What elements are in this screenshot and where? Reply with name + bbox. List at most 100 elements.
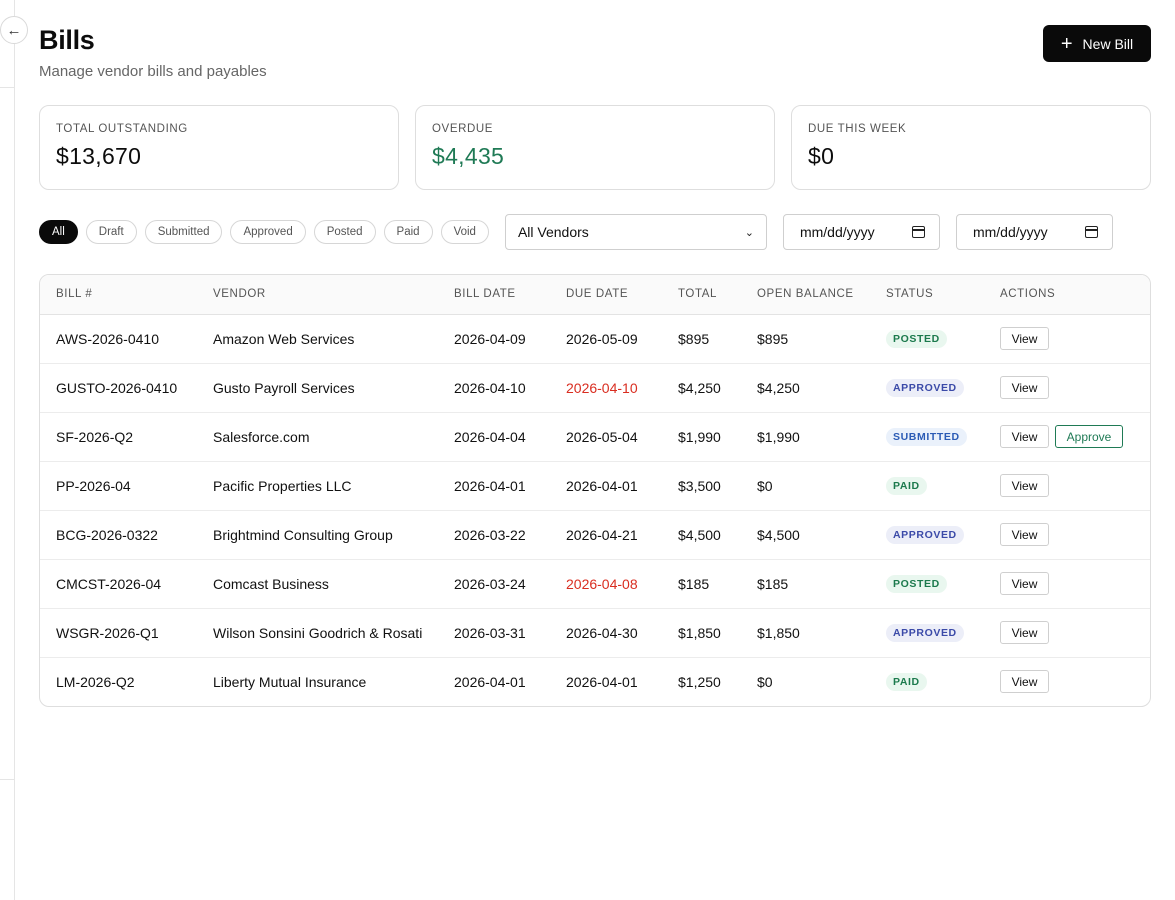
filter-chip-paid[interactable]: Paid (383, 220, 433, 244)
stat-label: DUE THIS WEEK (808, 123, 907, 135)
due-date: 2026-04-01 (566, 477, 638, 494)
view-button[interactable]: View (1000, 425, 1049, 448)
bill-date: 2026-04-01 (454, 673, 526, 690)
column-header-open-balance[interactable]: OPEN BALANCE (757, 288, 854, 301)
column-header-actions: ACTIONS (1000, 288, 1056, 301)
column-header-due-date[interactable]: DUE DATE (566, 288, 629, 301)
filter-chip-posted[interactable]: Posted (313, 220, 376, 244)
open-balance: $185 (757, 575, 789, 592)
table-row[interactable]: WSGR-2026-Q1 Wilson Sonsini Goodrich & R… (40, 608, 1150, 657)
open-balance: $895 (757, 330, 789, 347)
bill-number: CMCST-2026-04 (56, 575, 162, 592)
vendor-name: Brightmind Consulting Group (213, 526, 393, 543)
bill-date: 2026-03-22 (454, 526, 526, 543)
bill-total: $1,850 (678, 624, 721, 641)
vendor-name: Liberty Mutual Insurance (213, 673, 367, 690)
date-from-input[interactable]: mm/dd/yyyy (782, 214, 940, 250)
calendar-icon[interactable] (911, 226, 925, 238)
bill-total: $3,500 (678, 477, 721, 494)
table-row[interactable]: LM-2026-Q2 Liberty Mutual Insurance 2026… (40, 657, 1150, 706)
filter-chip-void[interactable]: Void (440, 220, 489, 244)
arrow-left-icon: ← (6, 21, 22, 39)
vendor-name: Amazon Web Services (213, 330, 355, 347)
bill-date: 2026-04-09 (454, 330, 526, 347)
filter-chip-all[interactable]: All (39, 220, 78, 244)
table-row[interactable]: CMCST-2026-04 Comcast Business 2026-03-2… (40, 559, 1150, 608)
status-badge: SUBMITTED (886, 428, 967, 446)
table-row[interactable]: GUSTO-2026-0410 Gusto Payroll Services 2… (40, 363, 1150, 412)
open-balance: $1,850 (757, 624, 800, 641)
bill-total: $4,250 (678, 379, 721, 396)
vendor-name: Comcast Business (213, 575, 329, 592)
open-balance: $4,500 (757, 526, 800, 543)
table-header-row: BILL # VENDOR BILL DATE DUE DATE TOTAL O… (40, 275, 1150, 314)
date-to-input[interactable]: mm/dd/yyyy (955, 214, 1113, 250)
bill-date: 2026-04-01 (454, 477, 526, 494)
bill-number: LM-2026-Q2 (56, 673, 135, 690)
stat-card-due-this-week: DUE THIS WEEK $0 (791, 105, 1151, 190)
column-header-status[interactable]: STATUS (886, 288, 934, 301)
page-title: Bills (39, 25, 95, 55)
status-badge: PAID (886, 477, 927, 495)
stat-card-overdue: OVERDUE $4,435 (415, 105, 775, 190)
bill-total: $185 (678, 575, 710, 592)
status-badge: APPROVED (886, 624, 964, 642)
open-balance: $0 (757, 477, 773, 494)
collapse-sidebar-button[interactable]: ← (0, 16, 28, 44)
vendor-select-value: All Vendors (517, 224, 589, 240)
date-to-placeholder: mm/dd/yyyy (972, 224, 1048, 240)
vendor-name: Pacific Properties LLC (213, 477, 352, 494)
filter-chip-submitted[interactable]: Submitted (144, 220, 223, 244)
view-button[interactable]: View (1000, 621, 1049, 644)
table-row[interactable]: SF-2026-Q2 Salesforce.com 2026-04-04 202… (40, 412, 1150, 461)
column-header-bill-date[interactable]: BILL DATE (454, 288, 516, 301)
bill-date: 2026-04-04 (454, 428, 526, 445)
vendor-name: Wilson Sonsini Goodrich & Rosati (213, 624, 423, 641)
table-row[interactable]: AWS-2026-0410 Amazon Web Services 2026-0… (40, 314, 1150, 363)
view-button[interactable]: View (1000, 572, 1049, 595)
column-header-total[interactable]: TOTAL (678, 288, 717, 301)
bill-number: BCG-2026-0322 (56, 526, 158, 543)
approve-button[interactable]: Approve (1055, 425, 1123, 448)
calendar-icon[interactable] (1084, 226, 1098, 238)
status-badge: APPROVED (886, 379, 964, 397)
bill-number: WSGR-2026-Q1 (56, 624, 159, 641)
view-button[interactable]: View (1000, 327, 1049, 350)
bill-date: 2026-04-10 (454, 379, 526, 396)
status-badge: APPROVED (886, 526, 964, 544)
view-button[interactable]: View (1000, 474, 1049, 497)
bills-table: BILL # VENDOR BILL DATE DUE DATE TOTAL O… (39, 274, 1151, 707)
view-button[interactable]: View (1000, 523, 1049, 546)
status-badge: POSTED (886, 330, 947, 348)
due-date: 2026-04-08 (566, 575, 638, 592)
new-bill-button[interactable]: + New Bill (1043, 25, 1151, 62)
filter-chip-draft[interactable]: Draft (85, 220, 137, 244)
new-bill-label: New Bill (1082, 35, 1134, 52)
sidebar-collapsed (0, 0, 15, 900)
view-button[interactable]: View (1000, 376, 1049, 399)
stat-card-total-outstanding: TOTAL OUTSTANDING $13,670 (39, 105, 399, 190)
status-badge: POSTED (886, 575, 947, 593)
bill-total: $1,250 (678, 673, 721, 690)
page-header: Bills Manage vendor bills and payables +… (39, 0, 1151, 105)
bill-number: GUSTO-2026-0410 (56, 379, 178, 396)
view-button[interactable]: View (1000, 670, 1049, 694)
due-date: 2026-05-04 (566, 428, 638, 445)
vendor-select[interactable]: All Vendors ⌄ (504, 214, 767, 250)
table-row[interactable]: BCG-2026-0322 Brightmind Consulting Grou… (40, 510, 1150, 559)
bill-number: SF-2026-Q2 (56, 428, 134, 445)
chevron-down-icon: ⌄ (744, 226, 754, 239)
column-header-bill-number[interactable]: BILL # (56, 288, 93, 301)
sidebar-divider (0, 779, 14, 780)
stat-label: OVERDUE (432, 123, 494, 135)
vendor-name: Gusto Payroll Services (213, 379, 355, 396)
column-header-vendor[interactable]: VENDOR (213, 288, 266, 301)
stat-value: $0 (808, 143, 835, 169)
main-content: Bills Manage vendor bills and payables +… (39, 0, 1151, 707)
bill-number: AWS-2026-0410 (56, 330, 159, 347)
filter-bar: All Draft Submitted Approved Posted Paid… (39, 214, 1151, 250)
table-row[interactable]: PP-2026-04 Pacific Properties LLC 2026-0… (40, 461, 1150, 510)
bill-date: 2026-03-31 (454, 624, 526, 641)
filter-chip-approved[interactable]: Approved (230, 220, 306, 244)
due-date: 2026-04-21 (566, 526, 638, 543)
